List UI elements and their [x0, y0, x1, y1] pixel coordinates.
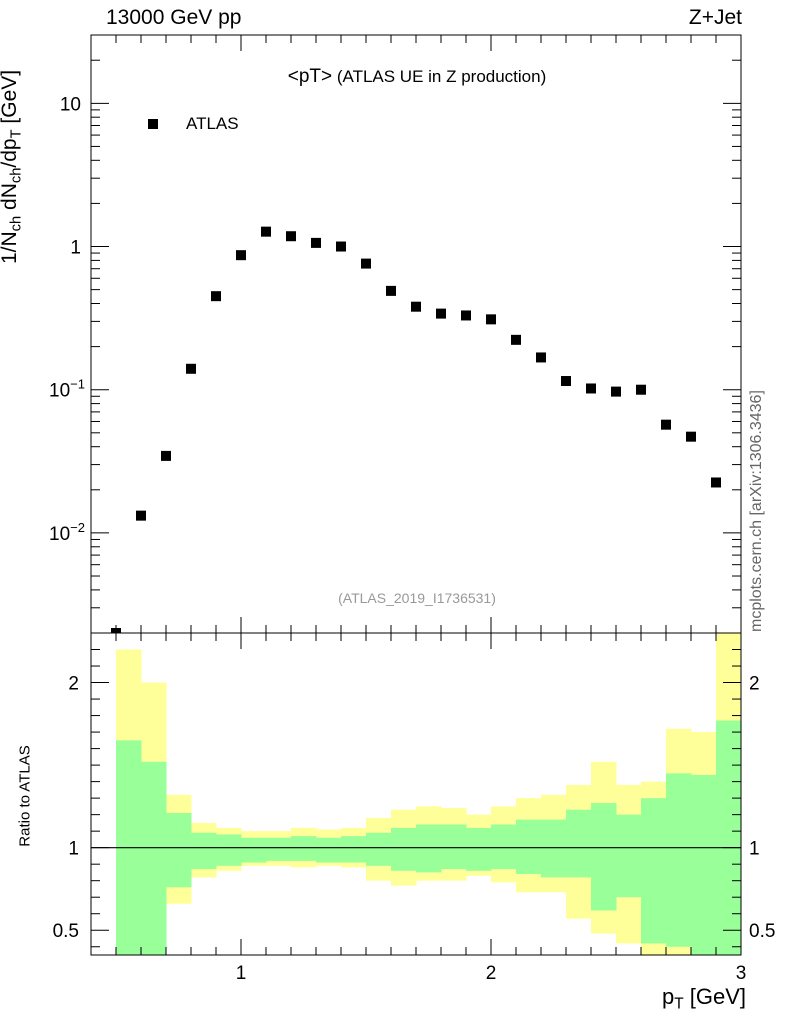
data-point-6 [261, 226, 271, 237]
stat-band-bin-6 [266, 837, 292, 861]
data-point-9 [336, 241, 346, 252]
stat-band-bin-1 [141, 761, 167, 955]
stat-band-bin-7 [291, 836, 317, 861]
data-point-22 [661, 419, 671, 430]
stat-band-bin-11 [391, 827, 417, 871]
y-axis-label: 1/Nch dNch/dpT [GeV] [0, 69, 25, 264]
energy-label: 13000 GeV pp [106, 6, 242, 29]
stat-band-bin-17 [541, 819, 567, 878]
axes-frames: 1 2 3 10−2 10−1 1 10 0.5 0.5 1 1 2 2 [49, 34, 775, 984]
y-tick-label-0: 10−2 [49, 520, 85, 545]
stat-band-bin-23 [691, 775, 717, 955]
data-point-1 [136, 510, 146, 521]
data-point-19 [586, 383, 596, 394]
x-tick-label-1: 1 [236, 963, 247, 984]
stat-band-bin-15 [491, 824, 517, 870]
stat-band-bin-9 [341, 836, 367, 863]
data-point-16 [511, 334, 521, 345]
plot-title: <pT> (ATLAS UE in Z production) [0, 66, 786, 88]
source-note: mcplots.cern.ch [arXiv:1306.3436] [748, 390, 765, 632]
x-tick-label-2: 2 [486, 963, 497, 984]
data-point-4 [211, 291, 221, 302]
data-point-11 [386, 285, 396, 296]
stat-band-bin-20 [616, 814, 642, 898]
stat-band-bin-22 [666, 773, 692, 947]
x-tick-label-3: 3 [736, 963, 747, 984]
ratio-tick-label-right-0.5: 0.5 [749, 921, 775, 942]
stat-band-bin-19 [591, 803, 617, 911]
legend-marker-atlas [148, 119, 158, 129]
stat-band-bin-16 [516, 819, 542, 875]
stat-band-bin-14 [466, 827, 492, 871]
stat-band-bin-8 [316, 837, 342, 863]
data-point-14 [461, 310, 471, 321]
stat-band-bin-3 [191, 832, 217, 870]
stat-band-bin-4 [216, 834, 242, 866]
process-label: Z+Jet [688, 6, 742, 29]
ratio-panel [91, 633, 742, 955]
data-point-12 [411, 301, 421, 312]
stat-band-bin-13 [441, 824, 467, 870]
y-tick-label-2: 1 [70, 238, 81, 259]
data-point-5 [236, 250, 246, 261]
data-point-17 [536, 352, 546, 363]
y-tick-label-1: 10−1 [49, 377, 85, 402]
data-point-21 [636, 384, 646, 395]
data-point-2 [161, 450, 171, 461]
data-point-7 [286, 231, 296, 242]
stat-band-bin-10 [366, 832, 392, 866]
ratio-axis-label: Ratio to ATLAS [16, 745, 34, 847]
analysis-id: (ATLAS_2019_I1736531) [338, 590, 496, 606]
ratio-tick-label-right-1: 1 [749, 839, 760, 860]
data-point-20 [611, 386, 621, 397]
data-point-8 [311, 237, 321, 248]
plot-subtitle: (ATLAS UE in Z production) [336, 67, 547, 86]
data-point-3 [186, 363, 196, 374]
main-panel [111, 119, 721, 633]
data-point-24 [711, 477, 721, 488]
stat-band-bin-18 [566, 809, 592, 878]
data-point-13 [436, 308, 446, 319]
data-point-18 [561, 376, 571, 387]
stat-band-bin-21 [641, 798, 667, 944]
plot-title-main: <pT> [287, 66, 333, 87]
stat-band-bin-2 [166, 812, 192, 888]
stat-band-bin-24 [716, 720, 742, 955]
data-point-15 [486, 314, 496, 325]
data-point-10 [361, 258, 371, 269]
legend-label-atlas: ATLAS [186, 114, 239, 133]
ratio-tick-label-left-0.5: 0.5 [53, 921, 79, 942]
ratio-tick-label-right-2: 2 [749, 674, 760, 695]
stat-band-bin-12 [416, 824, 442, 873]
x-axis-label: pT [GeV] [661, 984, 746, 1013]
ratio-tick-label-left-1: 1 [68, 839, 79, 860]
y-tick-label-3: 10 [60, 94, 81, 115]
ratio-tick-label-left-2: 2 [68, 674, 79, 695]
data-point-23 [686, 431, 696, 442]
stat-band-bin-5 [241, 837, 267, 863]
